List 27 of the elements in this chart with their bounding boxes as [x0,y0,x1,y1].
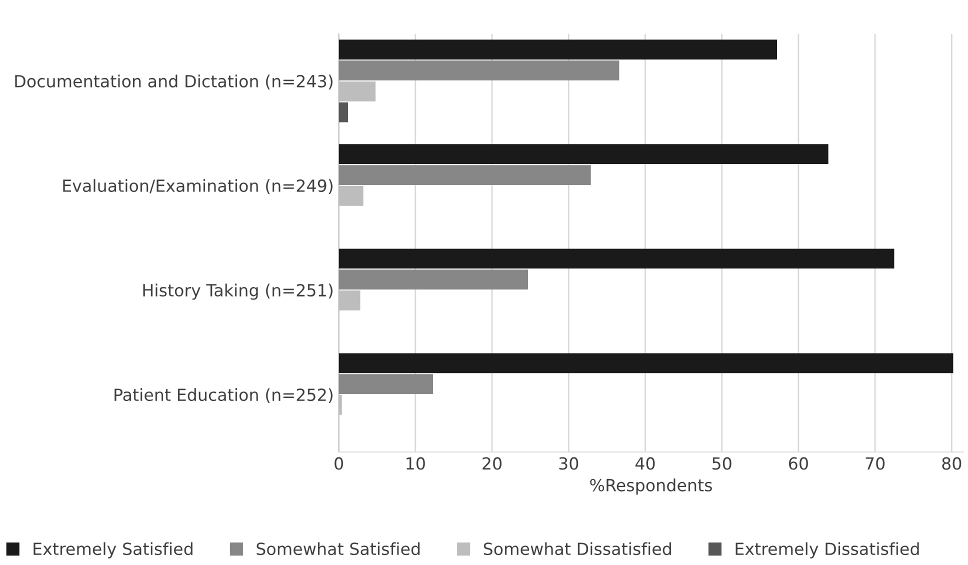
bar [338,270,528,290]
x-tick-label: 40 [635,457,655,470]
x-tick-label: 70 [866,457,885,470]
legend-label: Extremely Satisfied [34,542,192,558]
bar [338,60,620,80]
x-axis-title: %Respondents [590,478,712,495]
y-tick-label: Evaluation/Examination (n=249) [63,179,333,194]
y-tick-label: History Taking (n=251) [143,284,333,300]
x-tick-label: 50 [712,457,732,470]
legend-label: Extremely Dissatisfied [736,542,919,558]
y-tick-label: Documentation and Dictation (n=243) [15,74,333,90]
x-tick-label: 30 [559,457,578,470]
bar [338,165,591,185]
bar [338,353,954,374]
x-tick-label: 20 [482,457,502,470]
bar [338,374,434,394]
x-tick-label: 80 [942,457,962,470]
x-tick-label: 60 [789,457,808,470]
legend-label: Somewhat Dissatisfied [484,542,671,556]
bar [338,144,828,164]
legend-label: Somewhat Satisfied [256,542,420,556]
y-tick-label: Patient Education (n=252) [114,388,333,404]
bar [338,40,777,60]
x-tick-label: 10 [406,457,425,470]
x-tick-label: 0 [334,457,343,470]
bar [338,248,894,269]
bar [338,102,348,122]
